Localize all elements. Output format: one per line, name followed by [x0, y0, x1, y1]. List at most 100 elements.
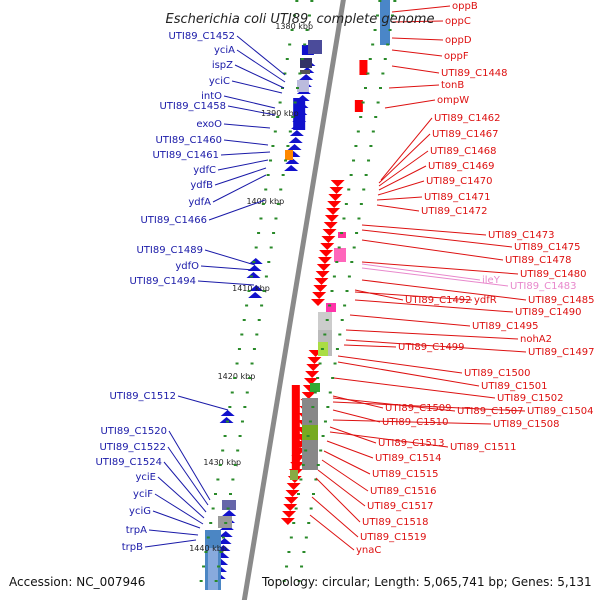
position-tick: [304, 449, 308, 452]
leader-line: [326, 440, 374, 459]
gene-label-left: yciG: [129, 506, 151, 517]
position-tick: [285, 565, 289, 568]
position-tick: [269, 246, 273, 249]
leader-line: [361, 224, 487, 236]
leader-line: [361, 279, 527, 301]
position-tick: [267, 261, 271, 263]
position-tick: [217, 565, 221, 568]
position-tick: [352, 159, 356, 162]
label-leader-lines: [144, 5, 527, 551]
leader-line: [200, 265, 255, 271]
minus-strand-arrow: [305, 371, 320, 378]
leader-line: [234, 64, 285, 89]
minus-strand-arrow: [320, 243, 335, 250]
gene-label-left: intO: [201, 91, 222, 102]
leader-line: [354, 291, 473, 301]
position-tick: [310, 0, 314, 2]
position-tick: [342, 217, 346, 220]
position-tick: [318, 362, 322, 365]
position-tick: [305, 29, 309, 31]
position-tick: [276, 203, 280, 205]
gene-label-right: UTI89_C1469: [428, 161, 495, 172]
kbp-mark-label: 1440 kbp: [189, 544, 227, 553]
position-tick: [204, 551, 208, 553]
leader-line: [388, 84, 440, 89]
feature-tracks: [205, 0, 390, 590]
position-tick: [225, 420, 229, 423]
position-tick: [235, 362, 239, 365]
kbp-mark-label: 1420 kbp: [218, 372, 256, 381]
position-tick: [311, 406, 315, 408]
position-tick: [272, 232, 276, 234]
kbp-mark-label: 1400 kbp: [246, 197, 284, 206]
leader-line: [154, 493, 204, 525]
position-tick: [290, 29, 294, 31]
gene-label-left: ydfA: [188, 197, 211, 208]
position-tick: [243, 406, 247, 408]
leader-line: [321, 459, 369, 492]
gene-labels: UTI89_C1452 yciA ispZ yciC intOUTI89_C1458ex…: [95, 1, 594, 556]
leader-line: [354, 289, 404, 301]
position-tick: [320, 348, 324, 350]
leader-line: [332, 395, 384, 409]
minus-strand-arrow: [323, 222, 338, 229]
leader-line: [354, 299, 514, 313]
minus-strand-arrow: [312, 292, 327, 299]
plus-strand-arrow: [248, 258, 263, 264]
gene-label-left: UTI89_C1489: [136, 245, 203, 256]
position-tick: [300, 58, 304, 60]
position-tick: [214, 580, 218, 582]
gene-label-right: UTI89_C1448: [441, 68, 508, 79]
position-tick: [304, 536, 308, 539]
minus-strand-arrow: [282, 511, 297, 518]
gene-label-right: oppF: [444, 51, 469, 62]
leader-line: [378, 165, 427, 191]
minus-strand-arrow: [329, 187, 344, 194]
plus-strand-arrow: [285, 158, 300, 164]
position-tick: [261, 203, 265, 205]
gene-label-left: yciE: [135, 472, 156, 483]
gene-label-right: UTI89_C1517: [367, 501, 434, 512]
position-tick: [250, 362, 254, 365]
position-tick: [266, 174, 270, 176]
leader-line: [361, 261, 519, 275]
position-tick: [262, 290, 266, 292]
plus-strand-arrow: [299, 74, 314, 80]
position-tick: [226, 507, 230, 510]
gene-label-left: UTI89_C1452: [168, 31, 235, 42]
position-tick: [343, 304, 347, 307]
leader-line: [214, 167, 267, 186]
position-tick: [326, 406, 330, 408]
minus-strand-arrow: [313, 285, 328, 292]
plus-strand-arrow: [219, 417, 234, 423]
plus-strand-arrow: [222, 510, 237, 516]
topology-label: Topology: circular; Length: 5,065,741 bp…: [261, 575, 592, 589]
position-tick: [229, 493, 233, 495]
plus-strand-arrow: [287, 144, 302, 150]
position-tick: [285, 58, 289, 60]
position-tick: [231, 478, 235, 481]
position-tick: [302, 551, 306, 553]
position-tick: [240, 333, 244, 336]
position-tick: [390, 14, 394, 17]
position-tick: [316, 464, 320, 466]
position-tick: [230, 391, 234, 394]
position-tick: [233, 377, 237, 379]
position-tick: [281, 174, 285, 176]
gene-label-right: UTI89_C1467: [432, 129, 499, 140]
gene-label-pseudo: UTI89_C1483: [510, 281, 577, 292]
minus-strand-arrow: [301, 392, 316, 399]
minus-strand-arrow: [311, 299, 326, 306]
gene-label-left: UTI89_C1494: [129, 276, 196, 287]
position-tick: [297, 493, 301, 495]
leader-line: [391, 49, 443, 57]
minus-strand-arrow: [306, 364, 321, 371]
gene-label-left: ispZ: [212, 60, 233, 71]
position-tick: [340, 319, 344, 321]
position-tick: [364, 174, 368, 176]
position-tick: [221, 449, 225, 452]
gene-label-left: UTI89_C1461: [152, 150, 219, 161]
annotation-bar: [308, 40, 322, 54]
leader-line: [197, 280, 255, 286]
minus-strand-arrow: [326, 208, 341, 215]
